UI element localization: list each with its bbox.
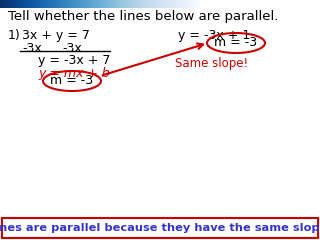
Text: y = -3x + 1: y = -3x + 1	[178, 29, 250, 42]
Text: Tell whether the lines below are parallel.: Tell whether the lines below are paralle…	[8, 10, 278, 23]
Text: 3x + y = 7: 3x + y = 7	[22, 29, 90, 42]
Text: 1): 1)	[8, 29, 21, 42]
Text: -3x: -3x	[22, 42, 42, 55]
Text: y = mx + b: y = mx + b	[38, 67, 110, 80]
FancyBboxPatch shape	[2, 218, 318, 238]
Text: -3x: -3x	[62, 42, 82, 55]
Text: m = -3: m = -3	[214, 36, 258, 49]
Text: Same slope!: Same slope!	[175, 57, 248, 70]
Text: Lines are parallel because they have the same slope!: Lines are parallel because they have the…	[0, 223, 320, 233]
Text: y = -3x + 7: y = -3x + 7	[38, 54, 110, 67]
Text: m = -3: m = -3	[51, 74, 93, 88]
